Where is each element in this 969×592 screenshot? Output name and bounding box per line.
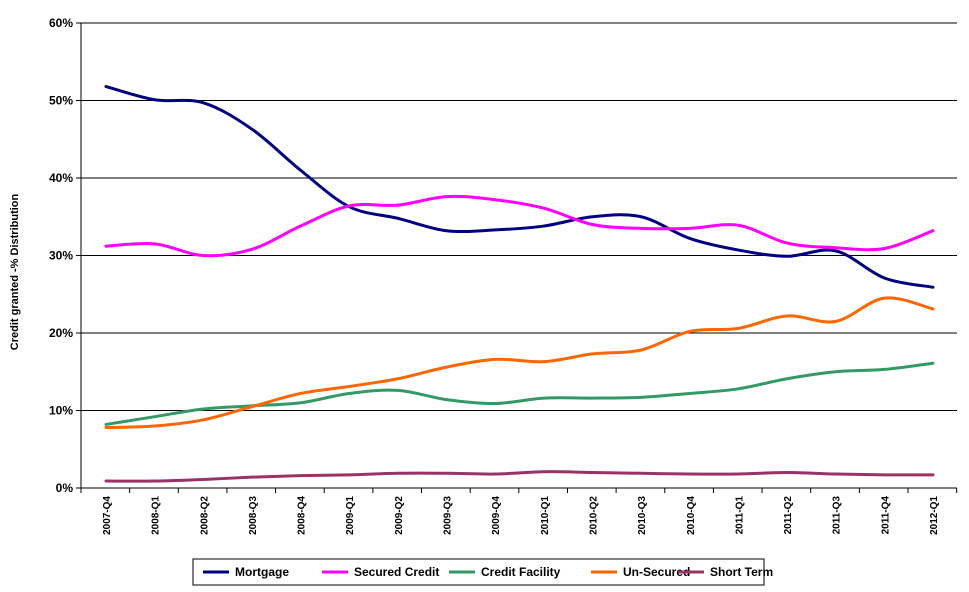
x-tick-label: 2009-Q3	[443, 496, 454, 535]
x-tick-label: 2008-Q4	[297, 496, 308, 535]
axes: 0% 10% 20% 30% 40% 50% 60% 2007-Q4 2008-Q1 2008-Q…	[49, 16, 958, 535]
legend-label: Un-Secured	[623, 565, 690, 579]
x-tick-label: 2010-Q1	[540, 496, 551, 535]
x-tick-label: 2009-Q4	[491, 496, 502, 535]
y-tick-label: 30%	[49, 249, 73, 263]
x-tick-label: 2007-Q4	[102, 496, 113, 535]
legend: Mortgage Secured Credit Credit Facility Un-…	[192, 558, 773, 586]
series-line-short-term	[104, 470, 935, 483]
y-tick-label: 50%	[49, 94, 73, 108]
series-line-un-secured	[104, 296, 935, 430]
x-tick-label: 2008-Q3	[248, 496, 259, 535]
x-tick-label: 2008-Q2	[199, 496, 210, 535]
x-tick-label: 2009-Q2	[394, 496, 405, 535]
y-tick-label: 0%	[56, 481, 74, 495]
y-tick-label: 60%	[49, 16, 73, 30]
x-tick-label: 2008-Q1	[151, 496, 162, 535]
x-tick-label: 2010-Q4	[686, 496, 697, 535]
y-axis-title: Credit granted -% Distribution	[9, 194, 21, 351]
x-tick-label: 2011-Q2	[783, 496, 794, 535]
series-lines	[104, 85, 935, 483]
legend-label: Mortgage	[235, 565, 289, 579]
x-tick-label: 2011-Q4	[880, 496, 891, 535]
legend-box	[192, 558, 765, 586]
series-line-mortgage	[104, 85, 935, 289]
legend-label: Credit Facility	[481, 565, 561, 579]
x-tick-label: 2011-Q3	[832, 496, 843, 535]
y-tick-label: 20%	[49, 326, 73, 340]
y-tick-label: 10%	[49, 404, 73, 418]
x-tick-label: 2010-Q2	[588, 496, 599, 535]
x-tick-label: 2012-Q1	[929, 496, 940, 535]
x-tick-label: 2009-Q1	[345, 496, 356, 535]
series-line-secured-credit	[104, 194, 935, 258]
x-tick-label: 2011-Q1	[734, 496, 745, 535]
legend-label: Short Term	[710, 565, 773, 579]
legend-label: Secured Credit	[354, 565, 439, 579]
x-tick-label: 2010-Q3	[637, 496, 648, 535]
series-line-credit-facility	[104, 361, 935, 426]
y-tick-label: 40%	[49, 171, 73, 185]
